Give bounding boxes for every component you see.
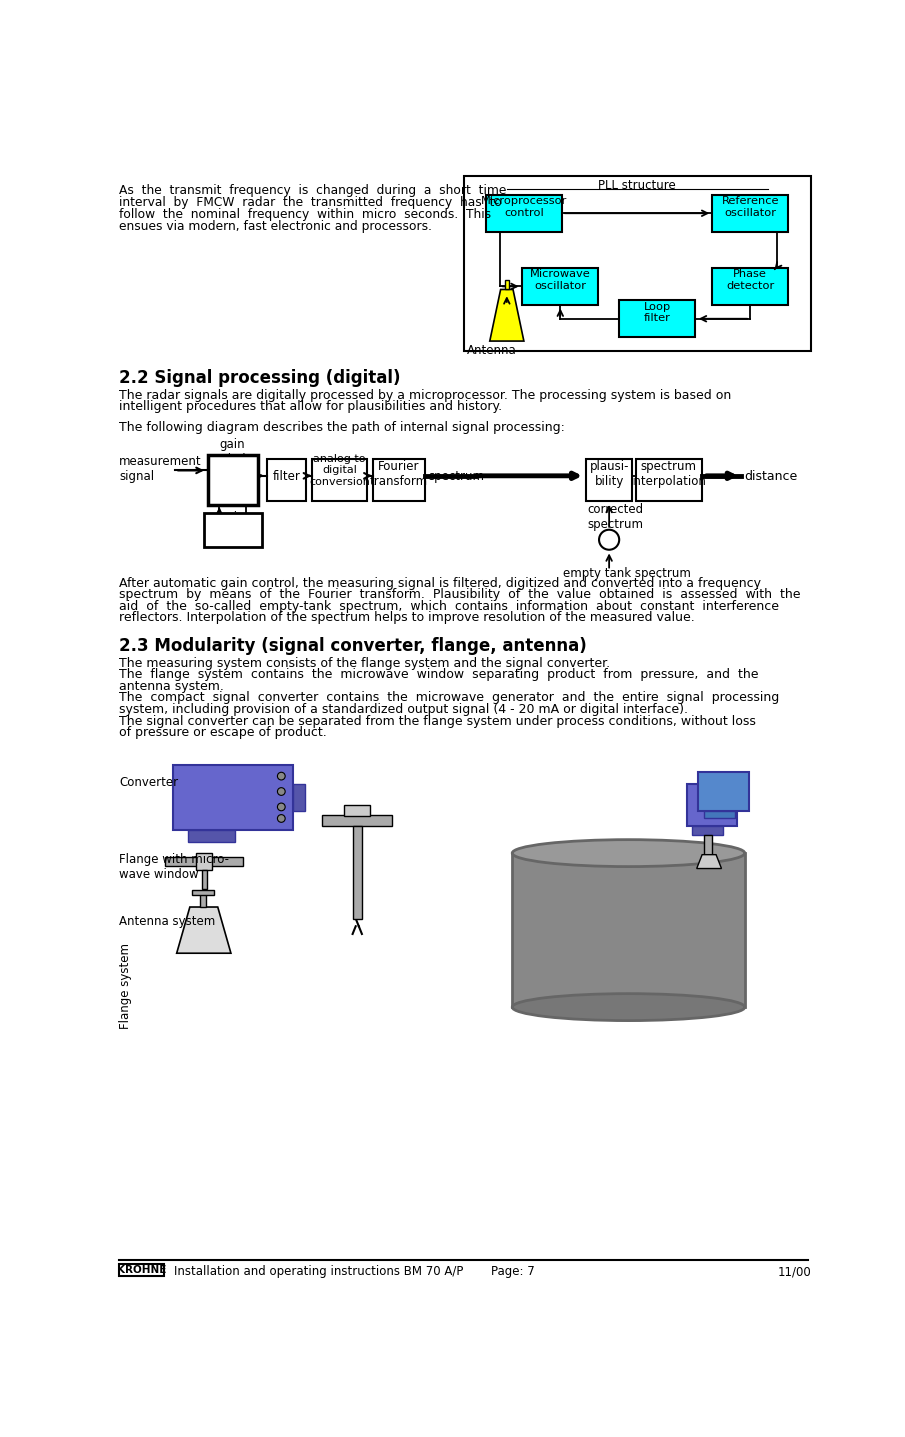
Bar (312, 458, 367, 502)
Bar (586, 458, 633, 502)
Bar (712, 195, 788, 231)
Bar (322, 815, 392, 826)
Text: reflectors. Interpolation of the spectrum helps to improve resolution of the mea: reflectors. Interpolation of the spectru… (119, 611, 695, 624)
Text: corrected
spectrum: corrected spectrum (587, 503, 643, 530)
Text: measurement
signal: measurement signal (119, 456, 202, 483)
Text: −: − (603, 536, 615, 550)
Polygon shape (697, 855, 721, 868)
Text: PLL structure: PLL structure (598, 180, 676, 193)
Text: After automatic gain control, the measuring signal is filtered, digitized and co: After automatic gain control, the measur… (119, 576, 761, 589)
Text: Loop
filter: Loop filter (643, 302, 671, 323)
Text: The  compact  signal  converter  contains  the  microwave  generator  and  the  : The compact signal converter contains th… (119, 691, 779, 704)
Bar (619, 300, 695, 338)
Bar (196, 854, 212, 869)
Text: Reference
oscillator: Reference oscillator (721, 197, 779, 218)
Bar (692, 826, 723, 835)
Circle shape (278, 772, 285, 780)
Text: distance: distance (744, 470, 797, 483)
Bar (188, 831, 234, 842)
Text: gain
control: gain control (212, 512, 253, 539)
Text: aid  of  the  so-called  empty-tank  spectrum,  which  contains  information  ab: aid of the so-called empty-tank spectrum… (119, 599, 779, 612)
Bar (522, 267, 598, 305)
Text: The measuring system consists of the flange system and the signal converter.: The measuring system consists of the fla… (119, 657, 611, 670)
Text: Antenna: Antenna (467, 343, 517, 358)
Bar (636, 458, 702, 502)
Text: of pressure or escape of product.: of pressure or escape of product. (119, 726, 327, 739)
Bar (687, 783, 737, 826)
Ellipse shape (512, 993, 745, 1020)
Text: antenna system.: antenna system. (119, 680, 224, 693)
Bar (464, 175, 811, 351)
Bar (704, 835, 712, 855)
Text: spectrum: spectrum (429, 470, 484, 483)
Text: spectrum  by  means  of  the  Fourier  transform.  Plausibility  of  the  value : spectrum by means of the Fourier transfo… (119, 588, 801, 601)
Text: Fourier
transform: Fourier transform (370, 460, 428, 487)
Bar (204, 513, 262, 547)
Polygon shape (490, 289, 524, 341)
Circle shape (278, 787, 285, 795)
Circle shape (278, 803, 285, 810)
Bar (293, 783, 305, 810)
Text: Page: 7: Page: 7 (491, 1265, 535, 1277)
Ellipse shape (512, 839, 745, 867)
Bar (200, 894, 206, 907)
Text: Microprocessor
control: Microprocessor control (481, 197, 567, 218)
Text: Flange system: Flange system (119, 943, 132, 1029)
Bar (267, 458, 306, 502)
Text: Converter: Converter (119, 776, 178, 789)
Bar (207, 456, 258, 504)
Bar (344, 805, 370, 816)
Text: Flange with micro-
wave window: Flange with micro- wave window (119, 854, 229, 881)
Text: +: + (603, 529, 615, 545)
Text: spectrum
interpolation: spectrum interpolation (631, 460, 707, 487)
Text: Microwave
oscillator: Microwave oscillator (530, 270, 591, 292)
Bar (504, 280, 510, 289)
Text: 11/00: 11/00 (778, 1265, 812, 1277)
Bar (119, 1263, 165, 1276)
Bar (353, 826, 362, 918)
Text: analog to
digital
conversion: analog to digital conversion (309, 454, 370, 487)
Text: gain
switch: gain switch (213, 438, 251, 466)
Text: system, including provision of a standardized output signal (4 - 20 mA or digita: system, including provision of a standar… (119, 703, 689, 716)
Text: V: V (225, 467, 239, 486)
Bar (373, 458, 425, 502)
Text: Phase
detector: Phase detector (726, 270, 775, 292)
Text: filter: filter (272, 470, 300, 483)
Polygon shape (176, 907, 231, 953)
Bar (704, 810, 736, 819)
Text: The signal converter can be separated from the flange system under process condi: The signal converter can be separated fr… (119, 714, 757, 727)
Text: The radar signals are digitally processed by a microprocessor. The processing sy: The radar signals are digitally processe… (119, 389, 731, 402)
Text: As  the  transmit  frequency  is  changed  during  a  short  time: As the transmit frequency is changed dur… (119, 184, 507, 197)
Text: empty tank spectrum: empty tank spectrum (563, 566, 691, 579)
Text: intelligent procedures that allow for plausibilities and history.: intelligent procedures that allow for pl… (119, 401, 502, 414)
Text: Installation and operating instructions BM 70 A/P: Installation and operating instructions … (174, 1265, 463, 1277)
Bar (202, 869, 207, 890)
Text: follow  the  nominal  frequency  within  micro  seconds.  This: follow the nominal frequency within micr… (119, 208, 491, 221)
Text: 2.3 Modularity (signal converter, flange, antenna): 2.3 Modularity (signal converter, flange… (119, 637, 587, 655)
Text: 2.2 Signal processing (digital): 2.2 Signal processing (digital) (119, 369, 401, 387)
Bar (699, 772, 748, 810)
Text: KROHNE: KROHNE (117, 1265, 167, 1275)
Text: ensues via modern, fast electronic and processors.: ensues via modern, fast electronic and p… (119, 220, 433, 233)
Text: The  flange  system  contains  the  microwave  window  separating  product  from: The flange system contains the microwave… (119, 668, 758, 681)
Circle shape (278, 815, 285, 822)
Text: plausi-
bility: plausi- bility (589, 460, 629, 487)
Text: The following diagram describes the path of internal signal processing:: The following diagram describes the path… (119, 421, 566, 434)
Text: interval  by  FMCW  radar  the  transmitted  frequency  has  to: interval by FMCW radar the transmitted f… (119, 195, 502, 208)
Polygon shape (173, 764, 293, 831)
Text: Antenna system: Antenna system (119, 915, 215, 928)
Bar (712, 267, 788, 305)
Bar (165, 856, 243, 867)
Bar (486, 195, 562, 231)
Bar (192, 890, 214, 895)
Circle shape (599, 530, 619, 550)
Bar (512, 854, 745, 1007)
